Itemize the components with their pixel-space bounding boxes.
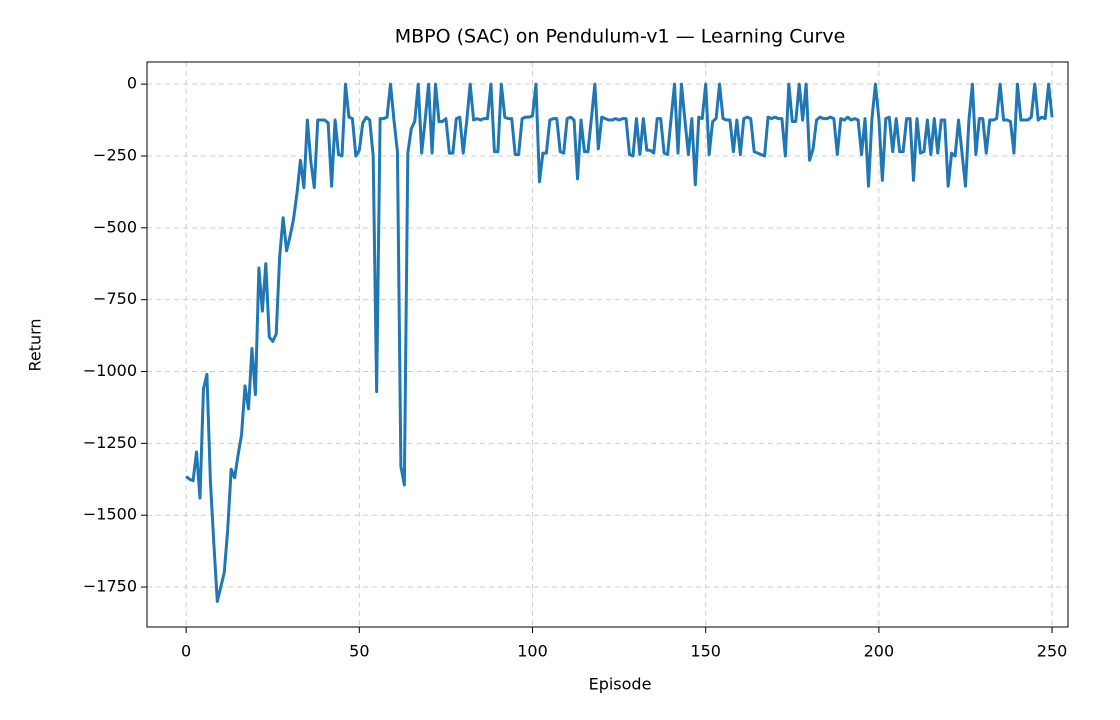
x-tick-label: 50 [349,642,369,661]
plot-frame [146,61,1069,628]
y-tick-label: −750 [93,289,137,308]
y-tick-label: −1250 [83,433,137,452]
y-tick-label: 0 [127,74,137,93]
y-tick-label: −250 [93,145,137,164]
line-series [185,82,1054,603]
x-tick-label: 250 [1037,642,1068,661]
x-axis-label: Episode [589,675,652,694]
x-tick-label: 0 [181,642,191,661]
y-tick-label: −500 [93,217,137,236]
x-tick-label: 150 [690,642,721,661]
x-tick-label: 200 [864,642,895,661]
chart-title: MBPO (SAC) on Pendulum-v1 — Learning Cur… [395,26,846,48]
x-tick-label: 100 [517,642,548,661]
y-tick-label: −1500 [83,505,137,524]
y-axis-label: Return [26,318,45,371]
y-tick-label: −1000 [83,361,137,380]
y-tick-label: −1750 [83,577,137,596]
